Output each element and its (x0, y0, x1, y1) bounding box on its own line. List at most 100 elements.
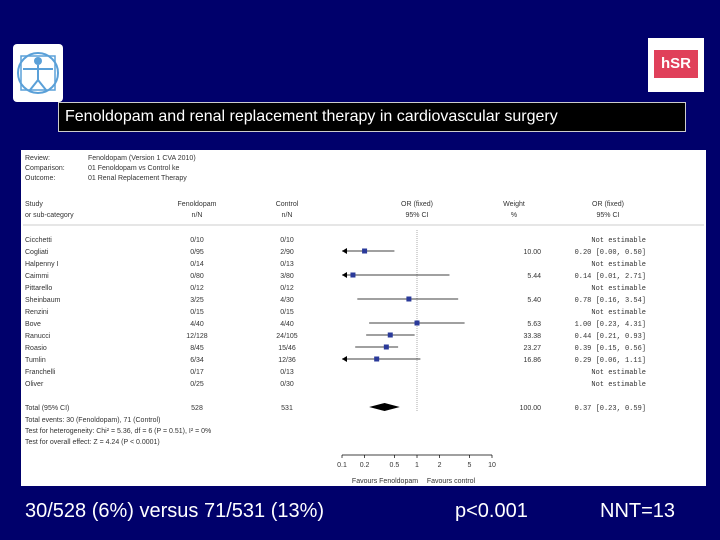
study-ctl: 0/30 (280, 381, 294, 388)
point-estimate (350, 272, 356, 278)
outcome-value: 01 Renal Replacement Therapy (88, 175, 187, 182)
col-orf: OR (fixed) (592, 201, 624, 208)
study-ctl: 4/30 (280, 297, 294, 304)
study-name: Renzini (25, 309, 49, 316)
ci-arrow (342, 248, 347, 254)
study-ctl: 0/12 (280, 285, 294, 292)
outcome-label: Outcome: (25, 175, 55, 182)
study-name: Franchelli (25, 369, 56, 376)
review-value: Fenoldopam (Version 1 CVA 2010) (88, 155, 196, 162)
study-ci: 0.29 [0.06, 1.11] (575, 357, 646, 365)
col-ctl: Control (276, 201, 299, 208)
col-study: Study (25, 201, 43, 208)
study-ctl: 24/105 (276, 333, 298, 340)
slide-title-box: Fenoldopam and renal replacement therapy… (58, 102, 686, 132)
axis-tick-label: 0.1 (337, 462, 347, 469)
point-estimate (383, 344, 389, 350)
study-name: Cicchetti (25, 237, 52, 244)
footnote-events: Total events: 30 (Fenoldopam), 71 (Contr… (25, 417, 160, 424)
study-weight: 5.63 (527, 321, 541, 328)
point-estimate (362, 248, 368, 254)
study-ctl: 0/15 (280, 309, 294, 316)
total-ctl: 531 (281, 405, 293, 412)
slide-title: Fenoldopam and renal replacement therapy… (65, 108, 558, 125)
col-or: OR (fixed) (401, 201, 433, 208)
study-name: Tumlin (25, 357, 46, 364)
vitruvian-logo (13, 44, 63, 102)
summary-nnt: NNT=13 (600, 500, 676, 522)
study-fen: 4/40 (190, 321, 204, 328)
point-estimate (414, 320, 420, 326)
col-study-sub: or sub-category (25, 212, 74, 219)
study-fen: 3/25 (190, 297, 204, 304)
study-weight: 5.40 (527, 297, 541, 304)
study-ctl: 0/13 (280, 369, 294, 376)
vitruvian-man-icon (17, 52, 59, 94)
study-weight: 10.00 (523, 249, 541, 256)
study-ctl: 0/10 (280, 237, 294, 244)
study-fen: 12/128 (186, 333, 208, 340)
study-ci: 0.78 [0.16, 3.54] (575, 297, 646, 305)
point-estimate (374, 356, 380, 362)
study-name: Halpenny I (25, 261, 59, 268)
study-name: Ranucci (25, 333, 51, 340)
col-or-sub: 95% CI (406, 212, 429, 219)
favours-right: Favours control (427, 478, 476, 485)
study-fen: 0/15 (190, 309, 204, 316)
study-weight: 5.44 (527, 273, 541, 280)
forest-plot-svg: Review: Fenoldopam (Version 1 CVA 2010) … (23, 155, 704, 485)
col-orf-sub: 95% CI (597, 212, 620, 219)
study-name: Caimmi (25, 273, 49, 280)
forest-plot: Review: Fenoldopam (Version 1 CVA 2010) … (21, 150, 706, 486)
total-fen: 528 (191, 405, 203, 412)
plot-marks: 0.1 0.2 0.5 1 2 5 10 (337, 230, 496, 469)
study-ci: Not estimable (591, 369, 646, 377)
hsr-logo-text: hSR (654, 50, 698, 78)
summary-p-value: p<0.001 (455, 500, 528, 522)
study-fen: 0/10 (190, 237, 204, 244)
study-name: Roasio (25, 345, 47, 352)
study-fen: 0/80 (190, 273, 204, 280)
point-estimate (387, 332, 393, 338)
study-fen: 0/14 (190, 261, 204, 268)
ci-arrow (342, 356, 347, 362)
study-name: Oliver (25, 381, 44, 388)
axis-tick-label: 2 (438, 462, 442, 469)
study-ci: Not estimable (591, 285, 646, 293)
pooled-diamond (369, 403, 400, 411)
study-fen: 0/95 (190, 249, 204, 256)
study-weight: 16.86 (523, 357, 541, 364)
study-ci: 0.14 [0.01, 2.71] (575, 273, 646, 281)
study-ctl: 15/46 (278, 345, 296, 352)
total-ci: 0.37 [0.23, 0.59] (575, 405, 646, 413)
axis-tick-label: 10 (488, 462, 496, 469)
study-weight: 33.38 (523, 333, 541, 340)
col-fen-sub: n/N (192, 212, 203, 219)
col-weight: Weight (503, 201, 525, 208)
footnote-overall: Test for overall effect: Z = 4.24 (P < 0… (25, 439, 160, 446)
col-ctl-sub: n/N (282, 212, 293, 219)
study-ci: 1.00 [0.23, 4.31] (575, 321, 646, 329)
review-label: Review: (25, 155, 50, 162)
hsr-logo: hSR (648, 38, 704, 92)
col-weight-sub: % (511, 212, 517, 219)
study-ctl: 2/90 (280, 249, 294, 256)
study-weight: 23.27 (523, 345, 541, 352)
point-estimate (406, 296, 412, 302)
study-ctl: 12/36 (278, 357, 296, 364)
study-ci: Not estimable (591, 261, 646, 269)
comparison-label: Comparison: (25, 165, 65, 172)
footnote-heterogeneity: Test for heterogeneity: Chi² = 5.36, df … (25, 428, 211, 435)
axis-tick-label: 1 (415, 462, 419, 469)
study-ci: 0.44 [0.21, 0.93] (575, 333, 646, 341)
study-ci: 0.20 [0.00, 0.50] (575, 249, 646, 257)
study-rows: Cicchetti 0/10 0/10 Not estimable Cogliati 0/… (25, 237, 646, 389)
summary-events: 30/528 (6%) versus 71/531 (13%) (25, 500, 325, 522)
study-ci: Not estimable (591, 309, 646, 317)
axis-tick-label: 0.5 (390, 462, 400, 469)
study-ctl: 4/40 (280, 321, 294, 328)
total-label: Total (95% CI) (25, 405, 69, 412)
study-ctl: 3/80 (280, 273, 294, 280)
study-fen: 0/12 (190, 285, 204, 292)
study-fen: 6/34 (190, 357, 204, 364)
